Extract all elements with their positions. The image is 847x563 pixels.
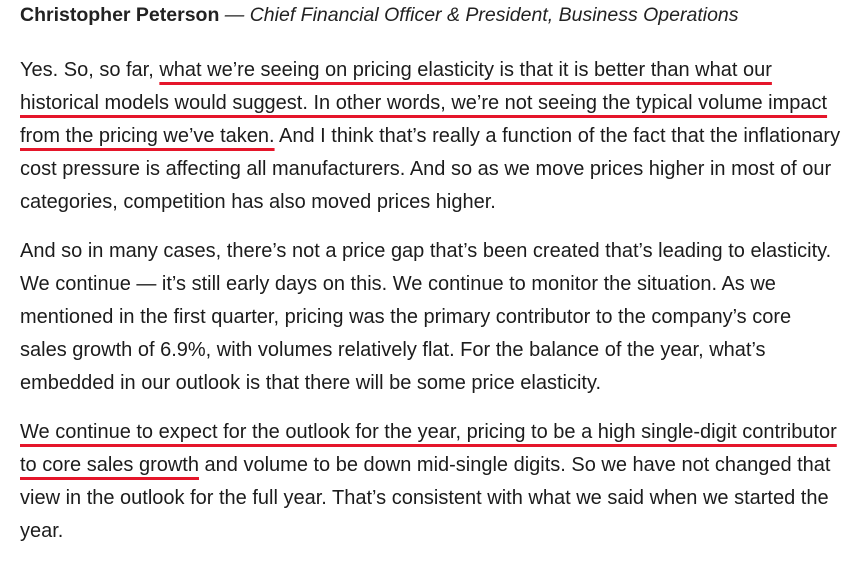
transcript-excerpt: Christopher Peterson — Chief Financial O…: [20, 0, 842, 548]
paragraph-1-text: Yes. So, so far,: [20, 59, 160, 81]
speaker-dash: —: [219, 4, 250, 26]
paragraph-1-text: And I think that’s really a function of …: [20, 125, 841, 213]
highlighted-quote-1: what we’re seeing on pricing elasticity …: [20, 59, 828, 147]
speaker-header: Christopher Peterson — Chief Financial O…: [20, 3, 842, 27]
speaker-name: Christopher Peterson: [20, 4, 220, 26]
paragraph-2: And so in many cases, there’s not a pric…: [20, 235, 842, 400]
paragraph-3: We continue to expect for the outlook fo…: [20, 416, 842, 548]
paragraph-2-text: And so in many cases, there’s not a pric…: [20, 240, 832, 394]
highlighted-quote-2: We continue to expect for the outlook fo…: [20, 421, 837, 476]
paragraph-1: Yes. So, so far, what we’re seeing on pr…: [20, 54, 842, 219]
paragraph-3-text: and volume to be down mid-single digits.…: [20, 454, 831, 542]
speaker-title: Chief Financial Officer & President, Bus…: [249, 4, 739, 26]
